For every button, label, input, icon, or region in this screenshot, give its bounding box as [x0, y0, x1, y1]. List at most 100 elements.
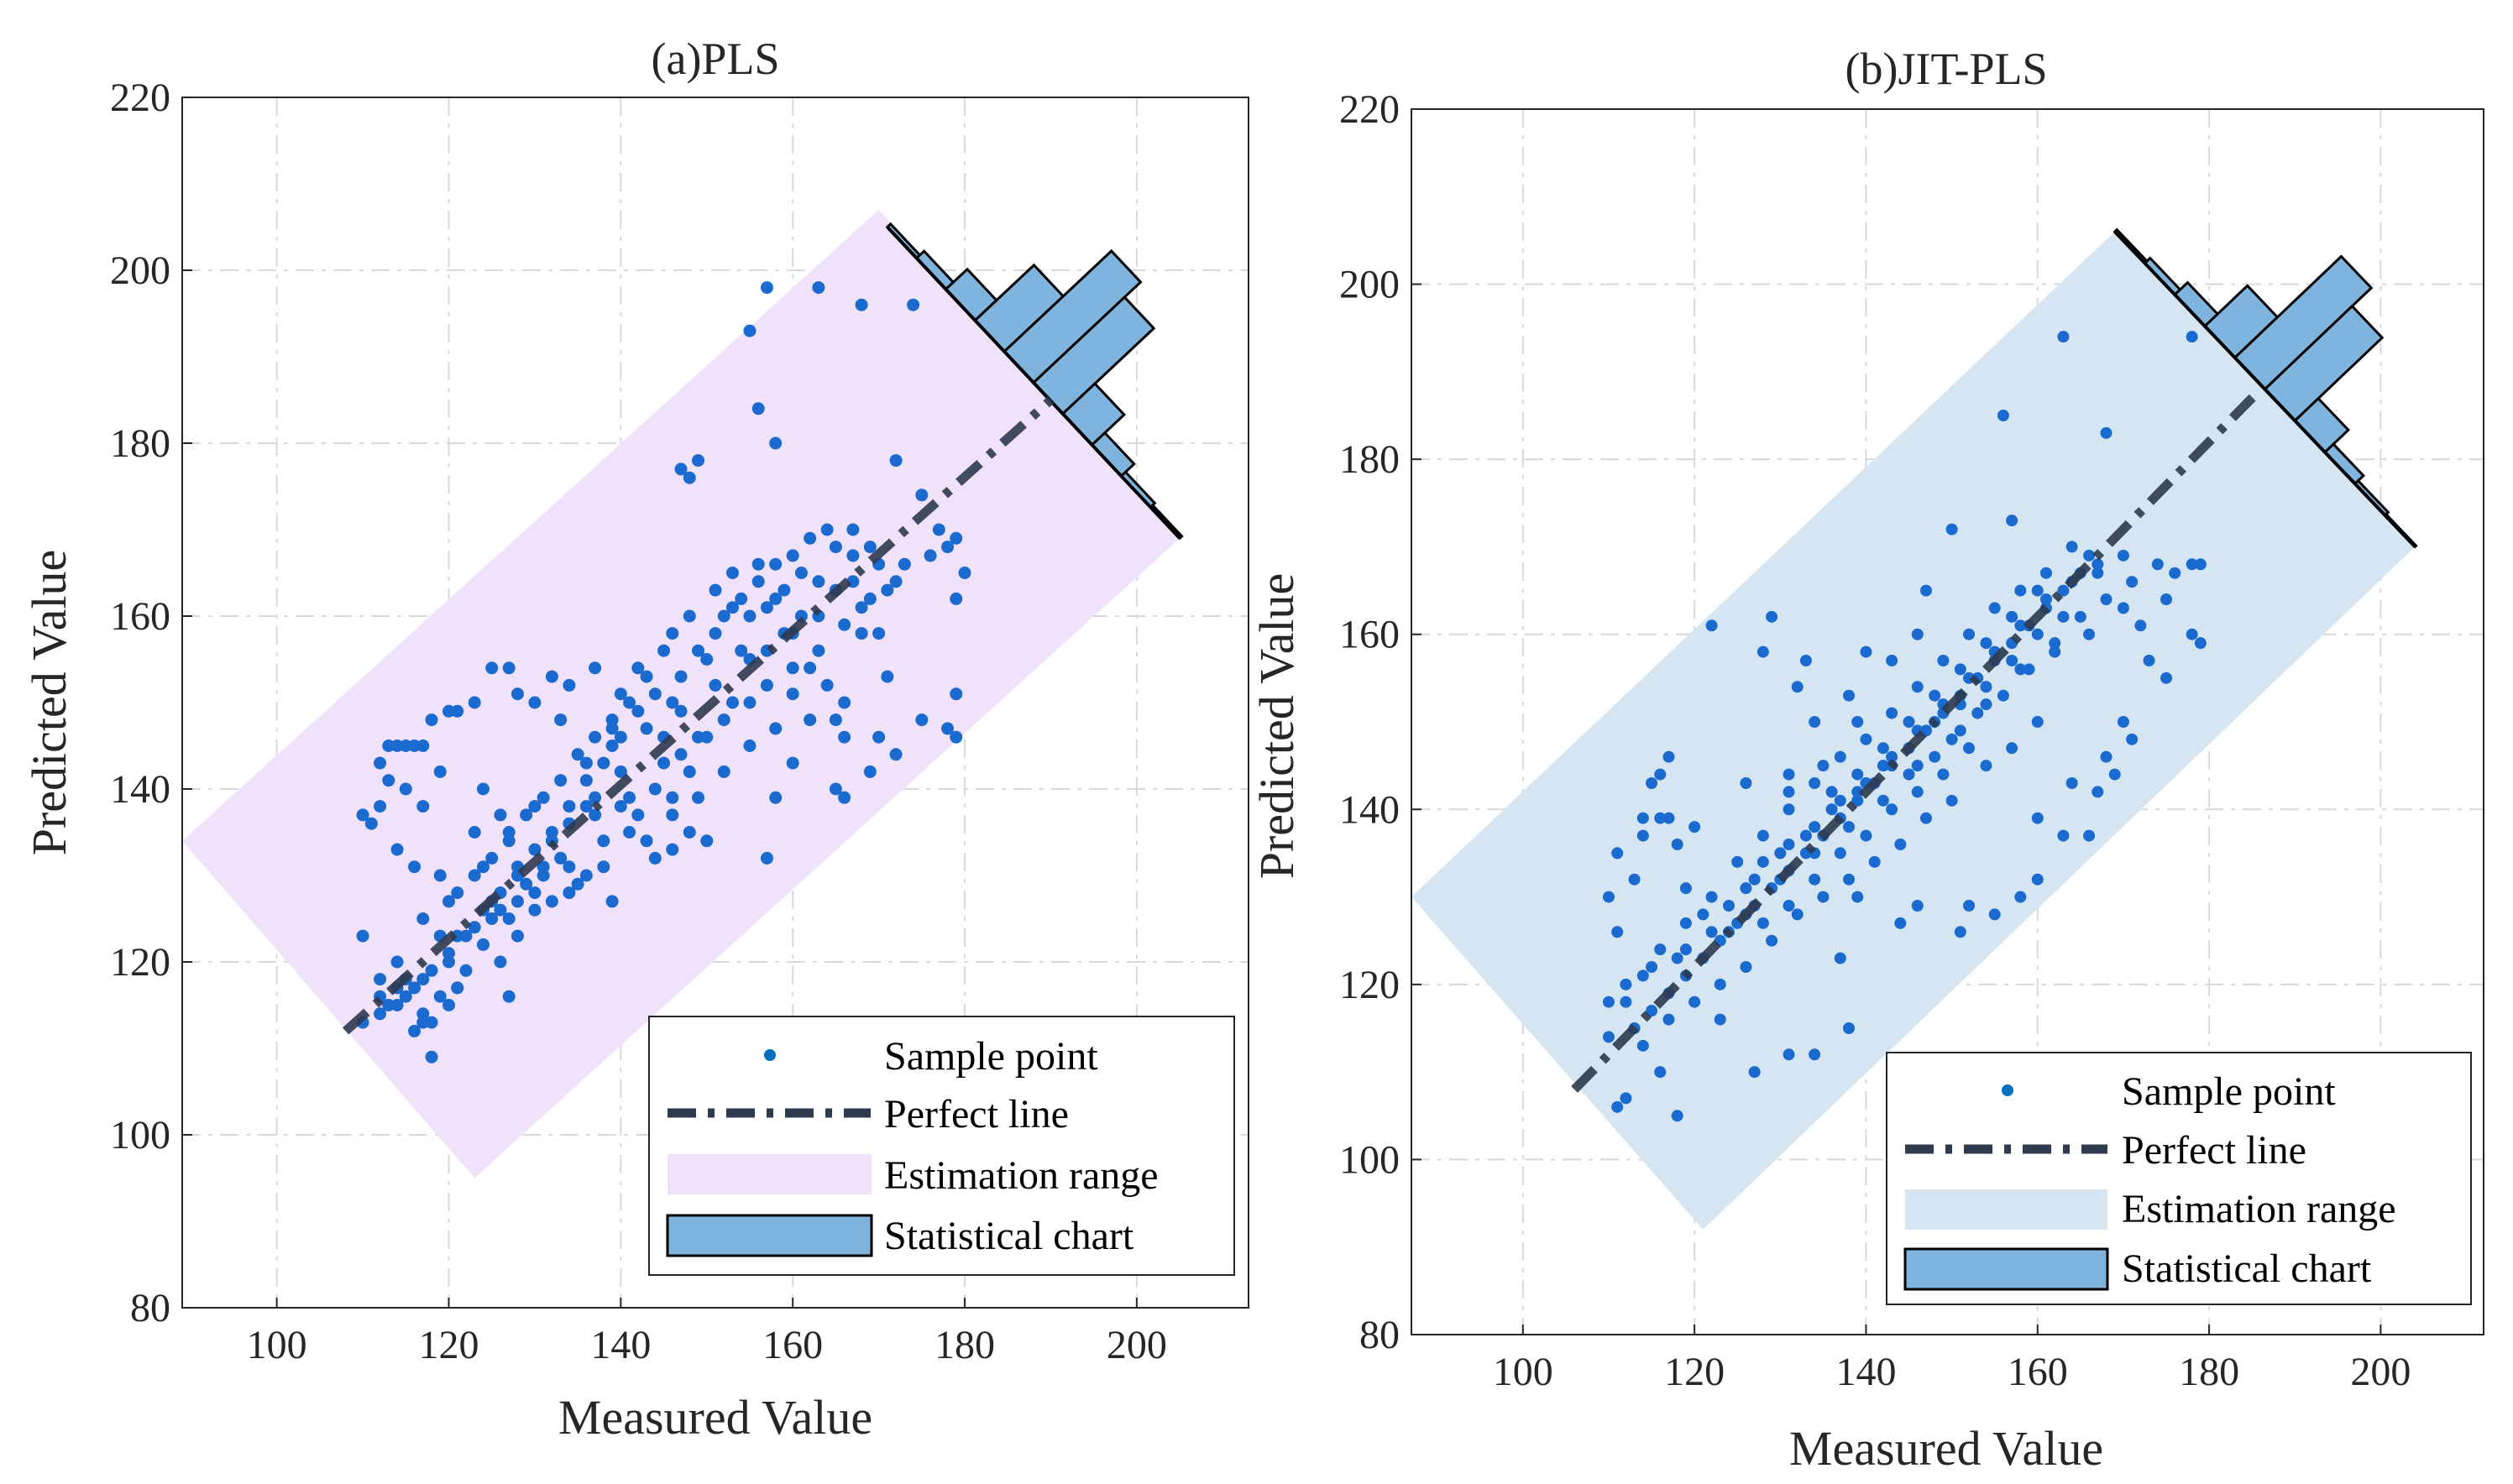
sample-point: [717, 609, 730, 623]
sample-point: [614, 687, 627, 701]
sample-point: [476, 860, 490, 874]
sample-point: [459, 929, 473, 943]
sample-point: [941, 541, 955, 554]
y-tick-label: 180: [110, 421, 170, 466]
sample-point: [631, 704, 645, 718]
sample-point: [2031, 873, 2044, 886]
histogram-baseline: [2113, 230, 2416, 548]
sample-point: [1756, 917, 1769, 929]
sample-point: [674, 462, 688, 476]
sample-point: [563, 678, 576, 692]
sample-point: [2160, 671, 2173, 684]
sample-point: [1868, 855, 1881, 868]
sample-point: [2006, 655, 2018, 666]
sample-point: [2194, 558, 2207, 571]
sample-point: [743, 739, 757, 752]
sample-point: [838, 696, 851, 709]
sample-point: [769, 436, 783, 450]
sample-point: [657, 644, 671, 657]
x-tick-label: 200: [2350, 1350, 2411, 1394]
sample-point: [2074, 610, 2086, 623]
legend-estimation-range-swatch-b: [1905, 1189, 2107, 1230]
sample-point: [510, 687, 524, 701]
x-tick-label: 120: [1664, 1350, 1725, 1394]
sample-point: [468, 869, 481, 882]
sample-point: [725, 567, 739, 579]
sample-point: [829, 713, 842, 727]
legend-statistical-chart-b: Statistical chart: [2122, 1246, 2372, 1291]
sample-point: [468, 826, 481, 839]
x-tick-label: 140: [590, 1323, 651, 1367]
sample-point: [2057, 331, 2070, 343]
sample-point: [1860, 645, 1872, 658]
sample-point: [1705, 619, 1718, 632]
sample-point: [408, 1024, 421, 1037]
sample-point: [700, 653, 714, 666]
sample-point: [1791, 908, 1804, 921]
sample-point: [640, 834, 653, 848]
sample-point: [1937, 768, 1950, 781]
sample-point: [1843, 1022, 1856, 1034]
sample-point: [494, 955, 507, 969]
sample-point: [485, 661, 499, 675]
sample-point: [1954, 926, 1966, 938]
y-tick-label: 120: [110, 940, 170, 985]
sample-point: [709, 678, 722, 692]
sample-point: [1919, 812, 1932, 824]
sample-point: [425, 713, 438, 727]
sample-point: [563, 860, 576, 874]
sample-point: [468, 921, 481, 934]
sample-point: [1988, 908, 2001, 921]
y-tick-label: 140: [110, 767, 170, 812]
sample-point: [2014, 584, 2027, 597]
sample-point: [1688, 995, 1701, 1008]
sample-point: [2031, 584, 2044, 597]
sample-point: [1877, 794, 1889, 807]
sample-point: [563, 800, 576, 813]
y-tick-label: 80: [1359, 1313, 1400, 1357]
sample-point: [1628, 873, 1641, 886]
sample-point: [545, 895, 558, 908]
sample-point: [1834, 952, 1846, 964]
sample-point: [597, 834, 610, 848]
sample-point: [648, 782, 662, 796]
sample-point: [614, 800, 627, 813]
sample-point: [1662, 812, 1675, 824]
sample-point: [1851, 768, 1864, 781]
sample-point: [1756, 829, 1769, 842]
sample-point: [1636, 812, 1649, 824]
sample-point: [408, 860, 421, 874]
sample-point: [1679, 943, 1692, 956]
sample-point: [1705, 926, 1718, 938]
sample-point: [476, 782, 490, 796]
sample-point: [374, 756, 387, 770]
sample-point: [589, 661, 602, 675]
y-tick-label: 100: [110, 1113, 170, 1157]
sample-point: [476, 938, 490, 951]
sample-point: [2006, 742, 2018, 755]
sample-point: [356, 929, 369, 943]
sample-point: [1851, 891, 1864, 903]
sample-point: [855, 601, 868, 614]
sample-point: [2057, 829, 2070, 842]
y-tick-label: 200: [110, 248, 170, 293]
sample-point: [605, 722, 619, 735]
sample-point: [1809, 716, 1821, 728]
sample-point: [950, 592, 963, 605]
sample-point: [374, 973, 387, 986]
sample-point: [2092, 786, 2104, 798]
sample-point: [1809, 821, 1821, 833]
sample-point: [597, 860, 610, 874]
sample-point: [545, 826, 558, 839]
sample-point: [528, 903, 542, 917]
sample-point: [416, 1007, 430, 1021]
sample-point: [2031, 812, 2044, 824]
sample-point: [804, 661, 817, 675]
sample-point: [855, 627, 868, 640]
sample-point: [390, 955, 404, 969]
legend-statistical-chart-a: Statistical chart: [884, 1214, 1134, 1258]
sample-point: [520, 808, 533, 822]
sample-point: [1817, 891, 1830, 903]
sample-point: [958, 567, 971, 579]
sample-point: [554, 851, 568, 865]
